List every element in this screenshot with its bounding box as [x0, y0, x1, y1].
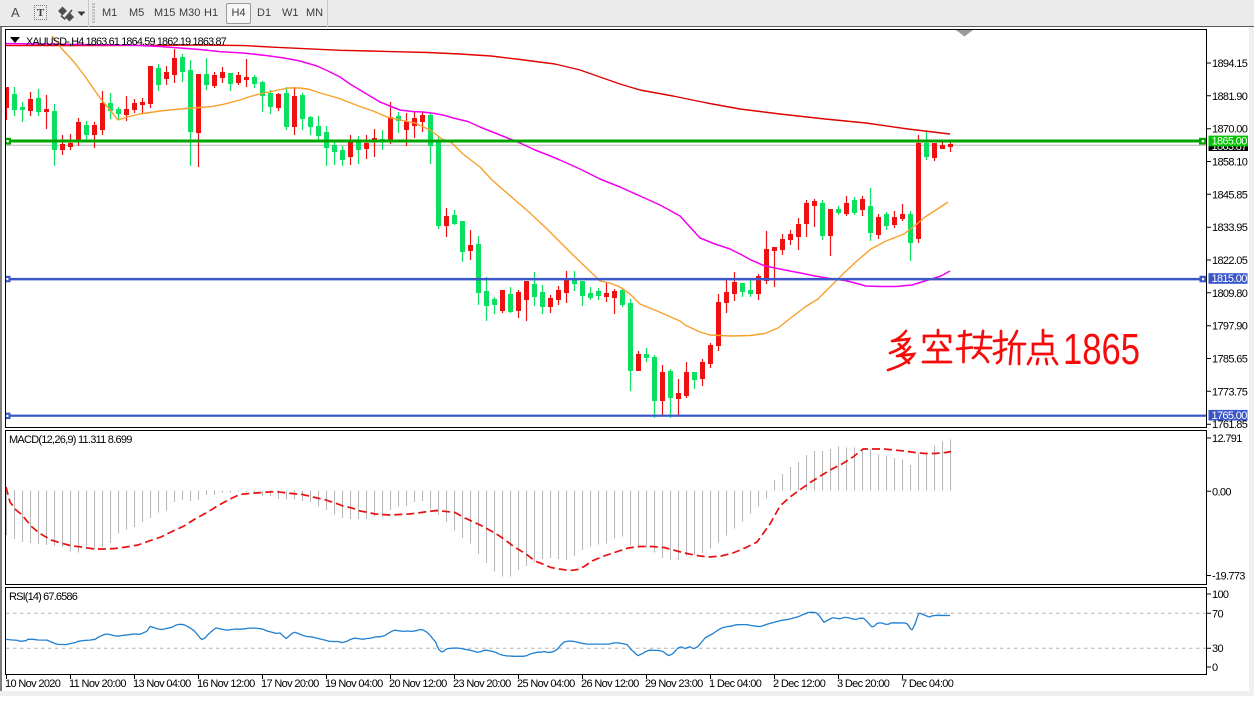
svg-text:1797.90: 1797.90: [1212, 321, 1248, 333]
svg-text:RSI(14) 67.6586: RSI(14) 67.6586: [9, 591, 78, 603]
svg-text:3 Dec 20:00: 3 Dec 20:00: [837, 678, 890, 690]
svg-text:1773.75: 1773.75: [1212, 386, 1248, 398]
svg-text:1865.00: 1865.00: [1212, 136, 1248, 148]
svg-text:1833.95: 1833.95: [1212, 222, 1248, 234]
svg-text:1845.85: 1845.85: [1212, 189, 1248, 201]
svg-text:19 Nov 04:00: 19 Nov 04:00: [325, 678, 383, 690]
svg-text:20 Nov 12:00: 20 Nov 12:00: [389, 678, 447, 690]
svg-text:1815.00: 1815.00: [1212, 273, 1248, 285]
svg-text:17 Nov 20:00: 17 Nov 20:00: [261, 678, 319, 690]
svg-text:12.791: 12.791: [1212, 433, 1242, 445]
svg-text:100: 100: [1212, 589, 1229, 601]
svg-text:1785.65: 1785.65: [1212, 354, 1248, 366]
svg-text:26 Nov 12:00: 26 Nov 12:00: [581, 678, 639, 690]
svg-text:1870.00: 1870.00: [1212, 124, 1248, 136]
svg-text:13 Nov 04:00: 13 Nov 04:00: [133, 678, 191, 690]
svg-text:1761.85: 1761.85: [1212, 419, 1248, 431]
svg-text:MACD(12,26,9) 11.311 8.699: MACD(12,26,9) 11.311 8.699: [9, 434, 132, 446]
svg-text:11 Nov 20:00: 11 Nov 20:00: [69, 678, 126, 690]
svg-text:2 Dec 12:00: 2 Dec 12:00: [773, 678, 826, 690]
svg-text:1 Dec 04:00: 1 Dec 04:00: [709, 678, 762, 690]
svg-text:1765.00: 1765.00: [1212, 410, 1248, 422]
svg-text:25 Nov 04:00: 25 Nov 04:00: [517, 678, 575, 690]
svg-text:1865: 1865: [1063, 325, 1140, 374]
svg-text:XAUUSD-,H4 1863.61 1864.59 18: XAUUSD-,H4 1863.61 1864.59 1862.19 1863.…: [26, 36, 227, 48]
svg-text:16 Nov 12:00: 16 Nov 12:00: [197, 678, 255, 690]
svg-text:1881.90: 1881.90: [1212, 91, 1248, 103]
svg-text:10 Nov 2020: 10 Nov 2020: [5, 678, 61, 690]
svg-text:23 Nov 20:00: 23 Nov 20:00: [453, 678, 511, 690]
svg-text:1894.15: 1894.15: [1212, 58, 1248, 70]
svg-text:1858.10: 1858.10: [1212, 157, 1248, 169]
svg-text:70: 70: [1212, 608, 1223, 620]
svg-text:29 Nov 23:00: 29 Nov 23:00: [645, 678, 703, 690]
svg-text:0: 0: [1212, 662, 1218, 674]
svg-text:1809.80: 1809.80: [1212, 288, 1248, 300]
svg-text:-19.773: -19.773: [1212, 571, 1245, 583]
svg-text:7 Dec 04:00: 7 Dec 04:00: [901, 678, 954, 690]
svg-text:0.00: 0.00: [1212, 486, 1231, 498]
svg-text:1822.05: 1822.05: [1212, 255, 1248, 267]
svg-text:30: 30: [1212, 643, 1223, 655]
